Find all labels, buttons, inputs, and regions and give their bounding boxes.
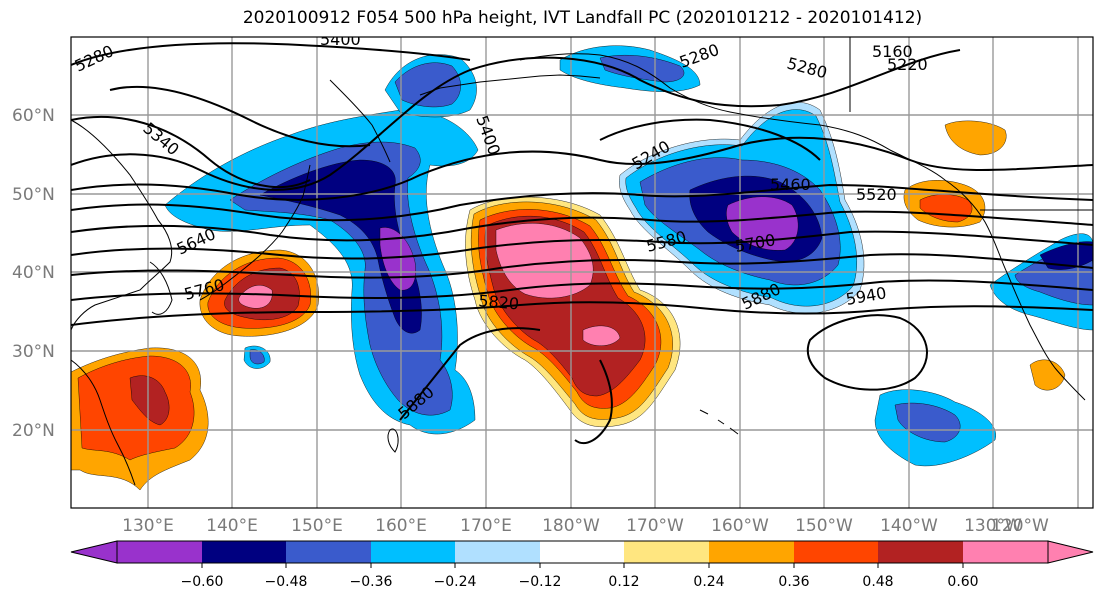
lon-label: 170°E [460, 516, 512, 536]
contour-label: 5160 [872, 42, 913, 61]
lon-label: 130°E [122, 516, 174, 536]
korea-coast [149, 261, 173, 315]
lat-label: 20°N [12, 421, 55, 441]
colorbar-tick: 0.24 [693, 574, 724, 590]
lon-label: 170°W [626, 516, 684, 536]
alaska-coast [519, 53, 946, 181]
contour-label: 5520 [856, 185, 897, 204]
colorbar-swatch [963, 541, 1048, 563]
china-coast [71, 359, 136, 486]
lon-label: 180°W [542, 516, 600, 536]
colorbar-swatch [371, 541, 455, 563]
colorbar-tick: 0.36 [778, 574, 809, 590]
colorbar-swatch [202, 541, 286, 563]
colorbar-swatch [286, 541, 371, 563]
lon-label: 140°W [880, 516, 938, 536]
colorbar-swatch [117, 541, 202, 563]
contour-label: 5820 [478, 291, 520, 313]
colorbar-swatch [709, 541, 794, 563]
ivt-shaded-region [1029, 359, 1066, 391]
colorbar-swatch [455, 541, 540, 563]
colorbar-tick: −0.48 [265, 574, 308, 590]
ivt-shaded-region [77, 355, 195, 461]
colorbar-swatch [794, 541, 878, 563]
map-border [70, 36, 1094, 509]
colorbar-tick: −0.36 [350, 574, 393, 590]
lat-label: 50°N [12, 185, 55, 205]
lat-label: 30°N [12, 342, 55, 362]
pacific-islands [387, 428, 399, 453]
colorbar-swatch [878, 541, 963, 563]
colorbar-tick: −0.12 [519, 574, 562, 590]
hawaii-islands [699, 409, 739, 435]
ivt-shaded-region [495, 223, 594, 299]
colorbar-tick-labels: −0.60 −0.48 −0.36 −0.24 −0.12 0.12 0.24 … [181, 574, 979, 590]
ivt-shaded-region [238, 285, 273, 309]
contour-label: 5400 [320, 30, 361, 49]
height-contours [71, 42, 1093, 445]
ivt-shaded-region [229, 141, 453, 416]
ivt-shading [71, 45, 1093, 491]
ivt-shaded-region [394, 62, 461, 108]
lat-label: 60°N [12, 106, 55, 126]
asia-coast [71, 119, 173, 331]
colorbar-tick: 0.48 [862, 574, 893, 590]
colorbar-outline [116, 540, 1049, 564]
contour-label: 5220 [887, 55, 928, 74]
colorbar-extend-low [70, 540, 118, 564]
ivt-shaded-region [726, 196, 799, 251]
lon-label: 120°W [991, 516, 1049, 536]
colorbar [70, 540, 1094, 568]
ivt-shaded-region [582, 325, 621, 346]
kamchatka-coast [329, 79, 391, 163]
colorbar-tick: 0.60 [947, 574, 978, 590]
ivt-shaded-region [379, 227, 416, 291]
colorbar-tick: −0.60 [181, 574, 224, 590]
ivt-shaded-region [1039, 241, 1093, 270]
longitude-labels: 130°E 140°E 150°E 160°E 170°E 180°W 170°… [122, 516, 1049, 536]
aleutian-chain [419, 74, 601, 96]
colorbar-tick: −0.24 [434, 574, 477, 590]
colorbar-swatch [624, 541, 709, 563]
latitude-labels: 60°N 50°N 40°N 30°N 20°N [12, 106, 55, 441]
ivt-shaded-region [944, 120, 1007, 156]
lon-label: 160°E [375, 516, 427, 536]
ivt-shaded-region [259, 159, 422, 334]
lon-label: 150°E [291, 516, 343, 536]
colorbar-swatch [540, 541, 624, 563]
colorbar-tick: 0.12 [608, 574, 639, 590]
lon-label: 160°W [711, 516, 769, 536]
chart-title: 2020100912 F054 500 hPa height, IVT Land… [242, 8, 923, 28]
contour-label: 5460 [770, 175, 811, 194]
lon-label: 130°W [964, 516, 1022, 536]
ivt-shaded-region [894, 402, 961, 443]
ivt-shaded-region [129, 375, 170, 426]
lon-label: 150°W [795, 516, 853, 536]
colorbar-extend-high [1047, 540, 1094, 564]
lon-label: 140°E [206, 516, 258, 536]
lat-label: 40°N [12, 263, 55, 283]
